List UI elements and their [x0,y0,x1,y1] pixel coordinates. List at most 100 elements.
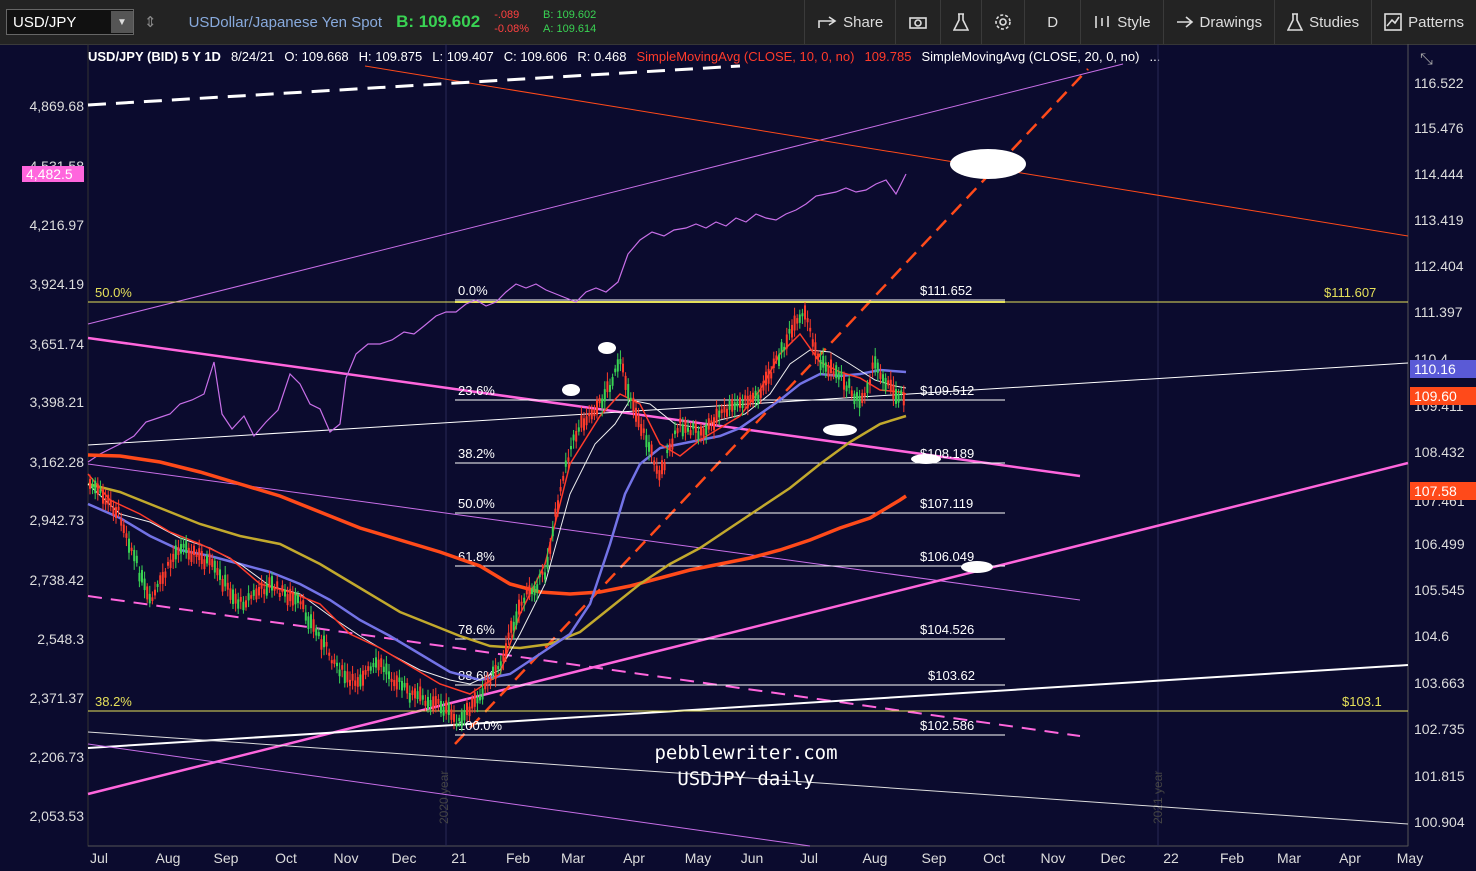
candle-body [710,420,713,424]
candle-body [122,524,125,533]
collapse-icon[interactable]: ⤡ [1420,51,1433,68]
fib-pct: 23.6% [458,383,495,398]
sma-100-line [87,414,907,650]
candle-body [629,397,632,401]
flask-button[interactable] [940,0,981,44]
candle-body [403,682,406,688]
style-button[interactable]: Style [1080,0,1162,44]
candle-body [429,700,432,707]
candle-body [148,593,151,604]
sma20-label[interactable]: SimpleMovingAvg (CLOSE, 20, 0, no) [921,48,1140,64]
time-tick: Feb [1220,850,1244,866]
candle-body [791,324,793,338]
symbol-selector[interactable]: USD/JPY ▼ [6,9,134,35]
price-badge-text: 109.60 [1414,388,1457,404]
right-price-axis: 116.522 115.476 114.444 113.419 112.404 … [1414,75,1465,830]
drawings-button[interactable]: Drawings [1162,0,1275,44]
period-button[interactable]: D [1024,0,1080,44]
low-value: L: 109.407 [432,48,494,64]
candle-body [806,318,809,323]
sma200-badge [1410,482,1476,500]
close-value: C: 109.606 [503,48,568,64]
candle-body [804,305,806,320]
time-tick: Apr [623,850,645,866]
candle-body [562,475,565,481]
fib-retracement: 0.0% $111.652 23.6% $109.512 38.2% $108.… [455,283,1005,736]
candle-body [892,384,895,400]
patterns-button[interactable]: Patterns [1371,0,1476,44]
sma50-badge-text: 110.16 [1414,361,1456,377]
candle-body [814,342,817,356]
candle-body [606,381,609,393]
plot-frame [87,44,1409,847]
bid-price: B: 109.602 [396,12,481,31]
candle-body [112,506,115,516]
candle-body [575,430,578,442]
candle-body [689,430,692,436]
time-tick: Apr [1339,850,1361,866]
right-axis-tick: 113.419 [1414,212,1464,228]
settings-button[interactable] [981,0,1024,44]
candle-body [733,402,736,410]
more-ellipsis[interactable]: ... [1149,48,1161,64]
candle-body [216,568,219,576]
orange-trendline [364,65,1409,237]
snapshot-button[interactable] [895,0,940,44]
price-chart[interactable]: 2020 year 2021 year 50.0% $111.607 38.2%… [0,44,1476,871]
chevron-down-icon[interactable]: ▼ [111,11,133,33]
candle-body [614,368,617,373]
candle-body [736,401,739,407]
candle-body [666,449,669,454]
time-tick: Sep [214,850,239,866]
candle-body [94,480,97,494]
candle-body [879,372,882,379]
right-axis-tick: 116.522 [1414,75,1464,91]
candle-body [536,584,539,593]
candle-body [739,397,741,408]
candle-body [141,569,143,583]
candle-body [107,494,110,505]
candle-body [224,574,227,587]
candle-body [278,592,281,598]
candle-body [156,583,159,587]
white-bottom-trend [87,664,1409,749]
right-axis-tick: 112.404 [1414,258,1464,274]
link-icon[interactable]: ⇕ [144,14,157,31]
sma-20-line [87,349,907,685]
candle-body [749,394,752,403]
spx-overlay-line [87,173,907,463]
candle-body [102,489,104,504]
yellow-price-top: $111.607 [1324,285,1376,300]
fib-price: $107.119 [920,496,973,511]
left-axis-tick: 4,869.68 [30,98,85,114]
candle-body [304,612,307,621]
watermark-title: USDJPY daily [677,768,814,790]
studies-button[interactable]: Studies [1274,0,1371,44]
white-dashed-trend [87,64,741,107]
time-tick: Aug [156,850,181,866]
left-axis-tick: 2,371.37 [30,690,85,706]
candle-body [247,593,250,601]
candle-body [752,392,754,403]
candle-body [884,377,887,391]
candle-body [627,384,630,399]
left-axis-tick: 2,548.3 [37,631,84,647]
pink-downtrend [87,336,1081,478]
studies-label: Studies [1309,13,1360,31]
candle-body [99,489,102,493]
candle-body [388,671,390,680]
candle-body [221,578,224,592]
candle-body [798,314,801,323]
candle-body [718,410,721,418]
sma10-label[interactable]: SimpleMovingAvg (CLOSE, 10, 0, no) [636,48,855,64]
candle-body [541,571,544,575]
candle-body [434,696,437,707]
symbol-description: USDollar/Japanese Yen Spot [188,13,383,31]
candle-body [723,406,726,413]
candle-body [741,400,744,409]
candle-body [281,585,284,593]
candle-body [128,538,130,553]
share-button[interactable]: Share [804,0,895,44]
candle-body [203,559,206,570]
left-axis-tick: 3,651.74 [30,336,85,352]
